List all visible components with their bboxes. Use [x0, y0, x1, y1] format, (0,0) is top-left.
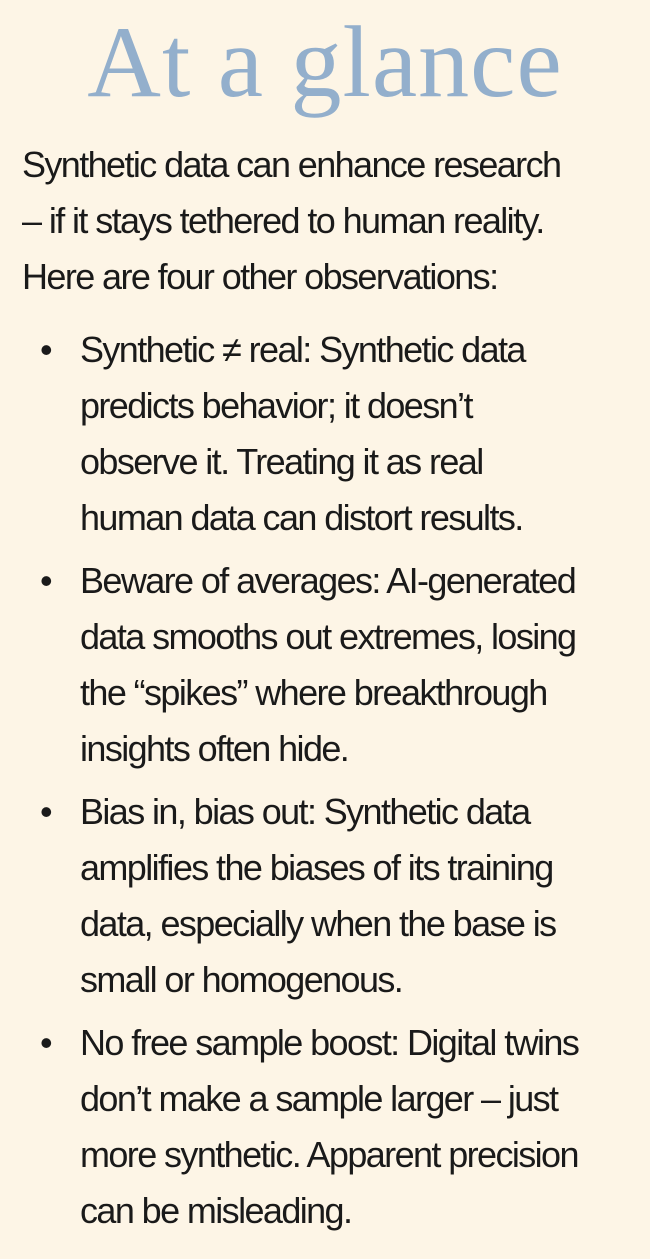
observations-list: • Synthetic ≠ real: Synthetic data predi… — [0, 322, 650, 1246]
item-line: Beware of averages: AI-generated — [80, 560, 577, 601]
item-line: don’t make a sample larger – just — [80, 1078, 559, 1119]
bullet-icon: • — [40, 1022, 53, 1063]
item-line: data smooths out extremes, losing — [80, 616, 577, 657]
intro-line: – if it stays tethered to human reality. — [22, 200, 545, 241]
item-line: can be misleading. — [80, 1190, 353, 1231]
intro-text: Synthetic data can enhance research – if… — [22, 137, 642, 305]
bullet-icon: • — [40, 560, 53, 601]
item-line: Synthetic ≠ real: Synthetic data — [80, 329, 526, 370]
list-item: • Bias in, bias out: Synthetic data ampl… — [0, 784, 650, 1008]
item-line: small or homogenous. — [80, 959, 404, 1000]
page-title: At a glance — [87, 6, 563, 119]
list-item: • No free sample boost: Digital twins do… — [0, 1015, 650, 1239]
item-line: amplifies the biases of its training — [80, 847, 554, 888]
intro-line: Here are four other observations: — [22, 256, 499, 297]
item-line: predicts behavior; it doesn’t — [80, 385, 473, 426]
intro-line: Synthetic data can enhance research — [22, 144, 562, 185]
item-line: more synthetic. Apparent precision — [80, 1134, 579, 1175]
item-line: data, especially when the base is — [80, 903, 557, 944]
item-line: observe it. Treating it as real — [80, 441, 484, 482]
item-line: insights often hide. — [80, 728, 350, 769]
item-line: No free sample boost: Digital twins — [80, 1022, 580, 1063]
item-line: human data can distort results. — [80, 497, 524, 538]
item-line: Bias in, bias out: Synthetic data — [80, 791, 531, 832]
item-line: the “spikes” where breakthrough — [80, 672, 548, 713]
bullet-icon: • — [40, 791, 53, 832]
bullet-icon: • — [40, 329, 53, 370]
list-item: • Synthetic ≠ real: Synthetic data predi… — [0, 322, 650, 546]
list-item: • Beware of averages: AI-generated data … — [0, 553, 650, 777]
